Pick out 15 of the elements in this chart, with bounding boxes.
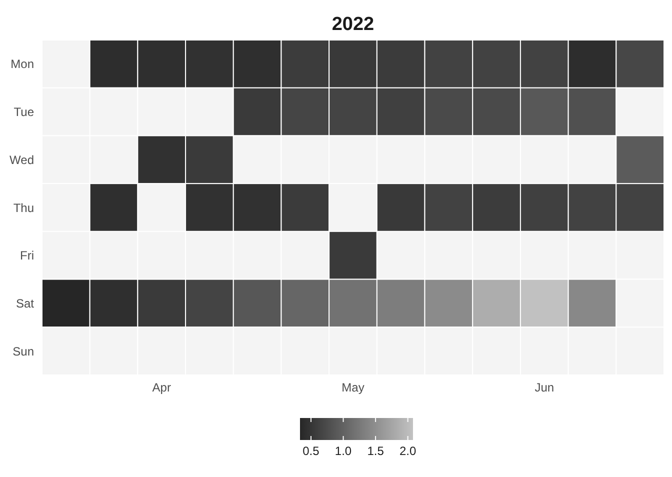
- y-tick-label: Mon: [10, 57, 34, 72]
- x-tick-label: Apr: [152, 380, 171, 395]
- color-bar-label: 1.0: [334, 444, 352, 458]
- y-tick-label: Sun: [12, 344, 34, 358]
- color-bar-label: 2.0: [399, 444, 416, 458]
- y-tick-label: Wed: [10, 152, 34, 167]
- color-bar-label: 1.5: [367, 444, 384, 458]
- chart-title: 2022: [330, 14, 376, 36]
- y-tick-label: Thu: [13, 200, 34, 215]
- y-tick-label: Fri: [20, 248, 34, 263]
- x-tick-label: May: [342, 380, 364, 395]
- y-tick-label: Tue: [14, 105, 34, 120]
- y-tick-label: Sat: [16, 296, 35, 310]
- color-bar-label: 0.5: [302, 444, 320, 458]
- x-tick-label: Jun: [534, 380, 554, 395]
